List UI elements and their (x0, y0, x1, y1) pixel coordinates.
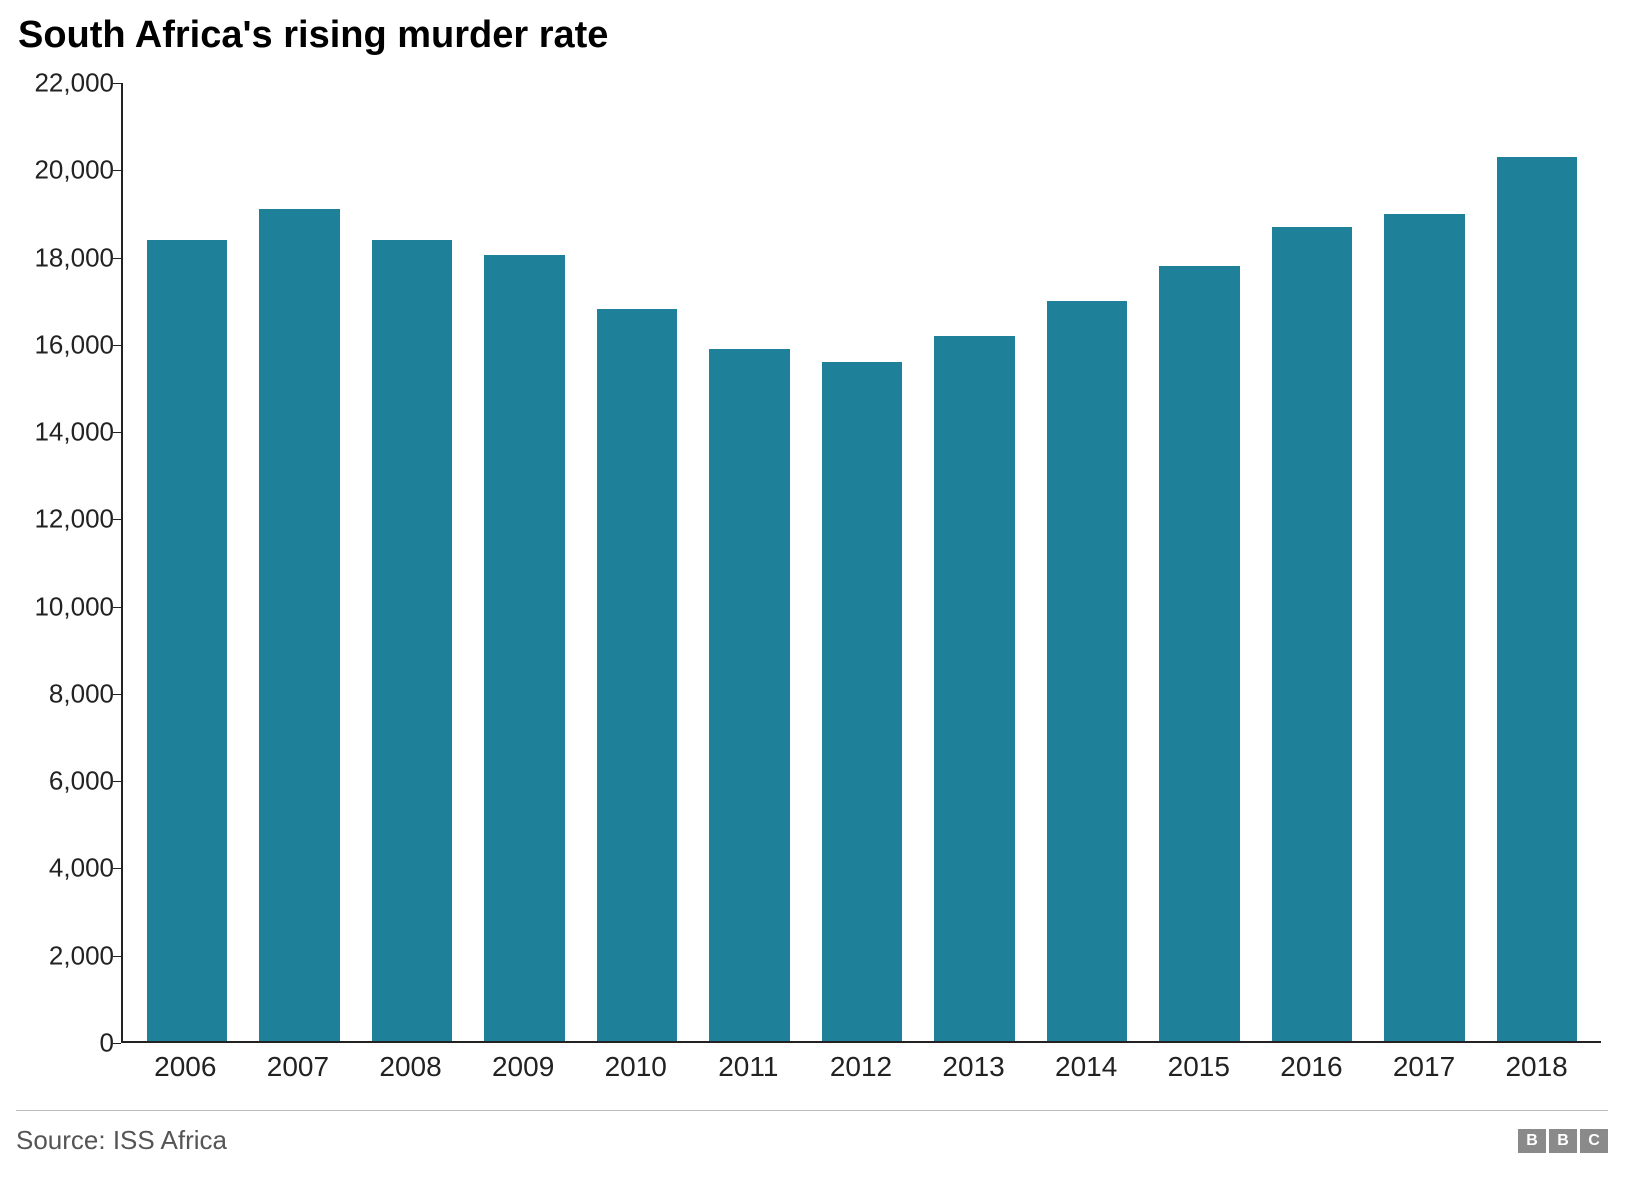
y-tick (113, 694, 121, 695)
bar (1047, 301, 1127, 1041)
y-tick (113, 519, 121, 520)
bar (259, 209, 339, 1041)
x-tick-label: 2013 (933, 1051, 1014, 1083)
y-tick (113, 432, 121, 433)
y-tick-label: 12,000 (34, 504, 114, 535)
y-tick (113, 781, 121, 782)
x-tick-label: 2012 (821, 1051, 902, 1083)
x-tick-label: 2008 (370, 1051, 451, 1083)
bbc-logo-letter: B (1518, 1129, 1546, 1153)
y-tick-label: 8,000 (49, 678, 114, 709)
source-text: Source: ISS Africa (16, 1125, 227, 1156)
bar (1272, 227, 1352, 1041)
bar (597, 309, 677, 1041)
y-tick-label: 14,000 (34, 417, 114, 448)
y-tick-label: 18,000 (34, 242, 114, 273)
bar (1497, 157, 1577, 1041)
chart-footer: Source: ISS Africa BBC (16, 1110, 1608, 1156)
y-tick-label: 20,000 (34, 155, 114, 186)
bar (484, 255, 564, 1041)
x-tick-label: 2006 (145, 1051, 226, 1083)
y-tick-label: 2,000 (49, 940, 114, 971)
y-tick (113, 1043, 121, 1044)
y-tick-label: 4,000 (49, 853, 114, 884)
y-tick-label: 16,000 (34, 329, 114, 360)
chart-title: South Africa's rising murder rate (18, 14, 1608, 57)
y-tick (113, 345, 121, 346)
y-tick-label: 0 (100, 1028, 114, 1059)
y-tick-label: 22,000 (34, 68, 114, 99)
x-tick-label: 2018 (1496, 1051, 1577, 1083)
y-tick (113, 868, 121, 869)
y-tick (113, 258, 121, 259)
y-tick (113, 170, 121, 171)
x-tick-label: 2011 (708, 1051, 789, 1083)
y-tick-label: 6,000 (49, 766, 114, 797)
bar (934, 336, 1014, 1041)
y-tick (113, 607, 121, 608)
bbc-logo-letter: B (1549, 1129, 1577, 1153)
bar (1159, 266, 1239, 1041)
bbc-logo-letter: C (1580, 1129, 1608, 1153)
bar (822, 362, 902, 1041)
y-tick (113, 83, 121, 84)
x-tick-label: 2015 (1158, 1051, 1239, 1083)
x-tick-label: 2016 (1271, 1051, 1352, 1083)
y-tick-label: 10,000 (34, 591, 114, 622)
bar (372, 240, 452, 1041)
plot-area (121, 83, 1601, 1043)
x-tick-label: 2010 (595, 1051, 676, 1083)
bar (709, 349, 789, 1041)
x-tick-label: 2007 (258, 1051, 339, 1083)
x-tick-label: 2014 (1046, 1051, 1127, 1083)
bar (1384, 214, 1464, 1041)
y-tick (113, 956, 121, 957)
bars-group (123, 83, 1601, 1041)
chart-container: 0 2,000 4,000 6,000 8,000 10,000 12,000 14,000 1… (16, 73, 1606, 1083)
x-tick-label: 2017 (1384, 1051, 1465, 1083)
bar (147, 240, 227, 1041)
x-axis-labels: 2006 2007 2008 2009 2010 2011 2012 2013 2014 2015… (121, 1051, 1601, 1083)
bbc-logo: BBC (1518, 1129, 1608, 1153)
x-tick-label: 2009 (483, 1051, 564, 1083)
